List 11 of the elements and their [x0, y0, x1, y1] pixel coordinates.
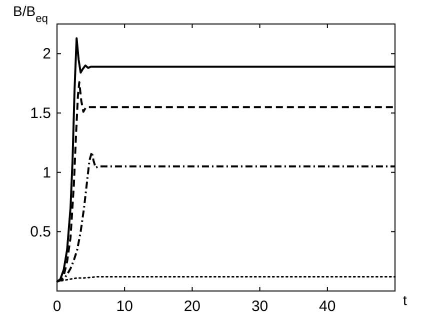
x-tick-label: 10 — [116, 298, 133, 315]
x-tick-label: 30 — [251, 298, 268, 315]
y-tick-label: 0.5 — [30, 224, 51, 241]
y-tick-label: 2 — [42, 46, 51, 63]
y-tick-label: 1 — [42, 164, 51, 182]
x-tick-label: 40 — [319, 298, 336, 315]
x-axis-title: t — [403, 292, 407, 308]
y-axis-title: B/B$_{eq}$ — [13, 3, 48, 25]
x-tick-label: 20 — [184, 298, 201, 315]
y-tick-label: 1.5 — [30, 105, 51, 122]
x-tick-label: 0 — [52, 298, 62, 315]
